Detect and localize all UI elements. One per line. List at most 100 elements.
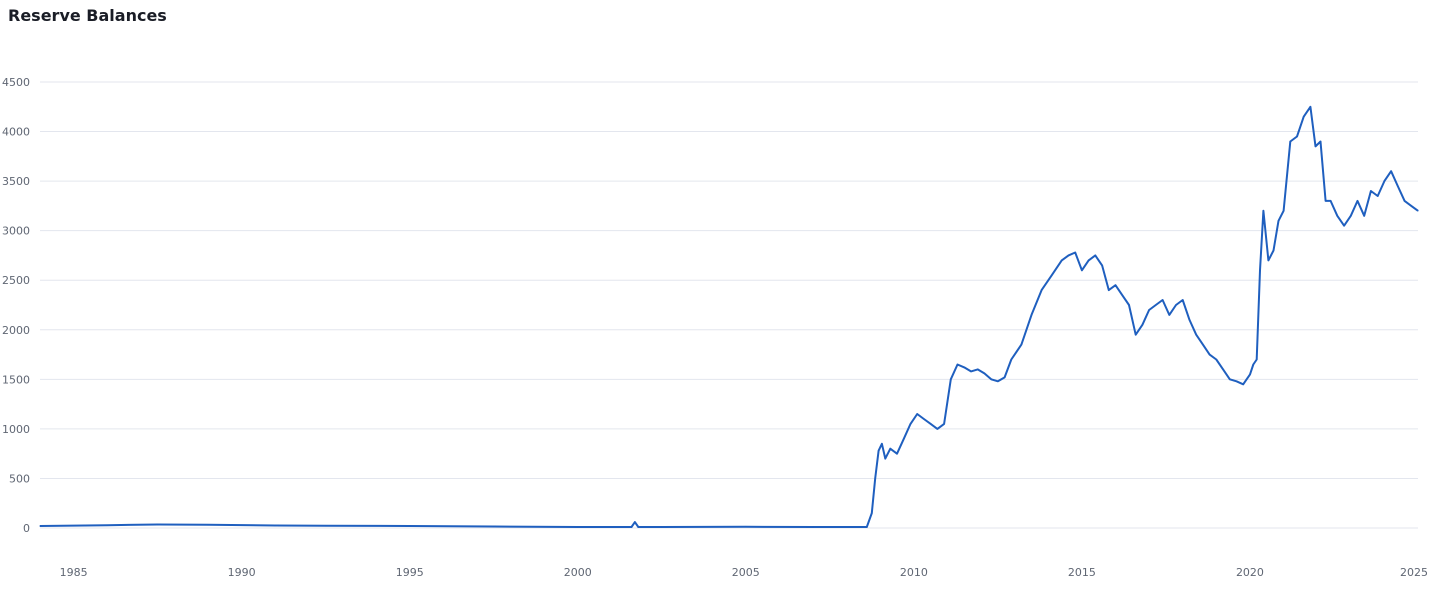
data-point: [1074, 251, 1076, 254]
y-tick-label: 2500: [2, 274, 30, 287]
y-tick-label: 1500: [2, 373, 30, 386]
data-point: [1325, 200, 1327, 202]
data-point: [1296, 135, 1298, 138]
data-point: [874, 477, 876, 479]
data-point: [990, 378, 992, 380]
data-point: [1303, 116, 1305, 118]
y-tick-label: 2000: [2, 324, 30, 337]
data-point: [1259, 269, 1261, 271]
data-point: [1390, 170, 1392, 172]
data-point: [956, 363, 959, 366]
series-lines: [39, 105, 1419, 528]
data-point: [745, 526, 747, 528]
data-point: [39, 525, 41, 527]
data-point: [1168, 314, 1170, 316]
data-point: [936, 428, 939, 430]
data-point: [1330, 200, 1332, 202]
data-point: [1242, 383, 1244, 385]
x-tick-label: 2020: [1236, 566, 1264, 579]
series-line: [39, 105, 1419, 528]
data-point: [1020, 344, 1023, 346]
data-point: [157, 523, 159, 526]
data-point: [970, 370, 972, 372]
data-point: [997, 380, 999, 382]
data-point: [1249, 373, 1251, 375]
y-tick-label: 4500: [2, 76, 30, 89]
data-point: [1383, 180, 1385, 182]
data-point: [1370, 190, 1372, 192]
data-point: [1267, 259, 1269, 261]
data-point: [1010, 358, 1012, 361]
data-point: [950, 378, 952, 380]
data-point: [1141, 324, 1143, 326]
data-point: [1314, 145, 1317, 147]
data-point: [1410, 205, 1412, 207]
data-point: [1114, 284, 1117, 286]
data-point: [1209, 354, 1211, 356]
data-point: [1051, 274, 1053, 276]
data-point: [881, 443, 883, 445]
data-point: [1229, 378, 1231, 380]
data-point: [1175, 304, 1177, 306]
data-point: [889, 448, 891, 450]
data-point: [325, 525, 327, 527]
y-tick-label: 3500: [2, 175, 30, 188]
data-point: [1188, 319, 1191, 321]
data-point: [812, 526, 814, 528]
data-point: [630, 526, 633, 528]
data-point: [1336, 215, 1338, 217]
x-axis-tick-labels: 1985 1990 1995 2000 2005 2010 2015 2020 2025: [60, 566, 1428, 579]
data-point: [983, 372, 986, 374]
data-point: [1004, 376, 1006, 378]
data-point: [1094, 254, 1096, 256]
data-point: [661, 526, 663, 528]
data-point: [1404, 200, 1406, 202]
data-point: [1128, 304, 1130, 306]
data-point: [634, 521, 636, 523]
data-point: [207, 524, 209, 526]
data-point: [896, 453, 898, 455]
data-point: [1319, 140, 1322, 143]
data-point: [1155, 304, 1157, 306]
data-point: [1135, 334, 1137, 336]
data-point: [1309, 106, 1311, 108]
data-point: [923, 418, 925, 420]
data-point: [1256, 358, 1258, 361]
data-point: [106, 524, 108, 526]
y-tick-label: 1000: [2, 423, 30, 436]
data-point: [1397, 185, 1399, 187]
data-point: [1121, 294, 1123, 296]
x-tick-label: 2010: [900, 566, 928, 579]
data-point: [963, 366, 965, 368]
data-point: [943, 423, 945, 425]
grid-lines: [40, 81, 1418, 529]
data-point: [1195, 334, 1197, 336]
y-tick-label: 3000: [2, 225, 30, 238]
data-point: [274, 524, 276, 527]
data-point: [866, 526, 868, 528]
x-tick-label: 2005: [732, 566, 760, 579]
data-point: [1148, 309, 1150, 311]
y-tick-label: 4000: [2, 126, 30, 139]
x-tick-label: 1985: [60, 566, 88, 579]
data-point: [493, 525, 495, 528]
data-point: [1108, 289, 1110, 291]
data-point: [930, 423, 932, 425]
data-point: [1262, 210, 1264, 212]
data-point: [1067, 254, 1070, 256]
data-point: [916, 413, 918, 415]
x-tick-label: 2025: [1400, 566, 1428, 579]
x-tick-label: 1990: [228, 566, 256, 579]
data-point: [884, 458, 886, 460]
data-point: [1202, 344, 1204, 346]
data-point: [1272, 249, 1275, 252]
data-point: [1343, 225, 1345, 227]
y-tick-label: 500: [9, 472, 30, 485]
data-point: [977, 368, 979, 370]
y-tick-label: 0: [23, 522, 30, 535]
data-point: [1277, 220, 1280, 222]
data-point: [1081, 269, 1083, 271]
data-point: [1030, 314, 1033, 316]
x-tick-label: 1995: [396, 566, 424, 579]
